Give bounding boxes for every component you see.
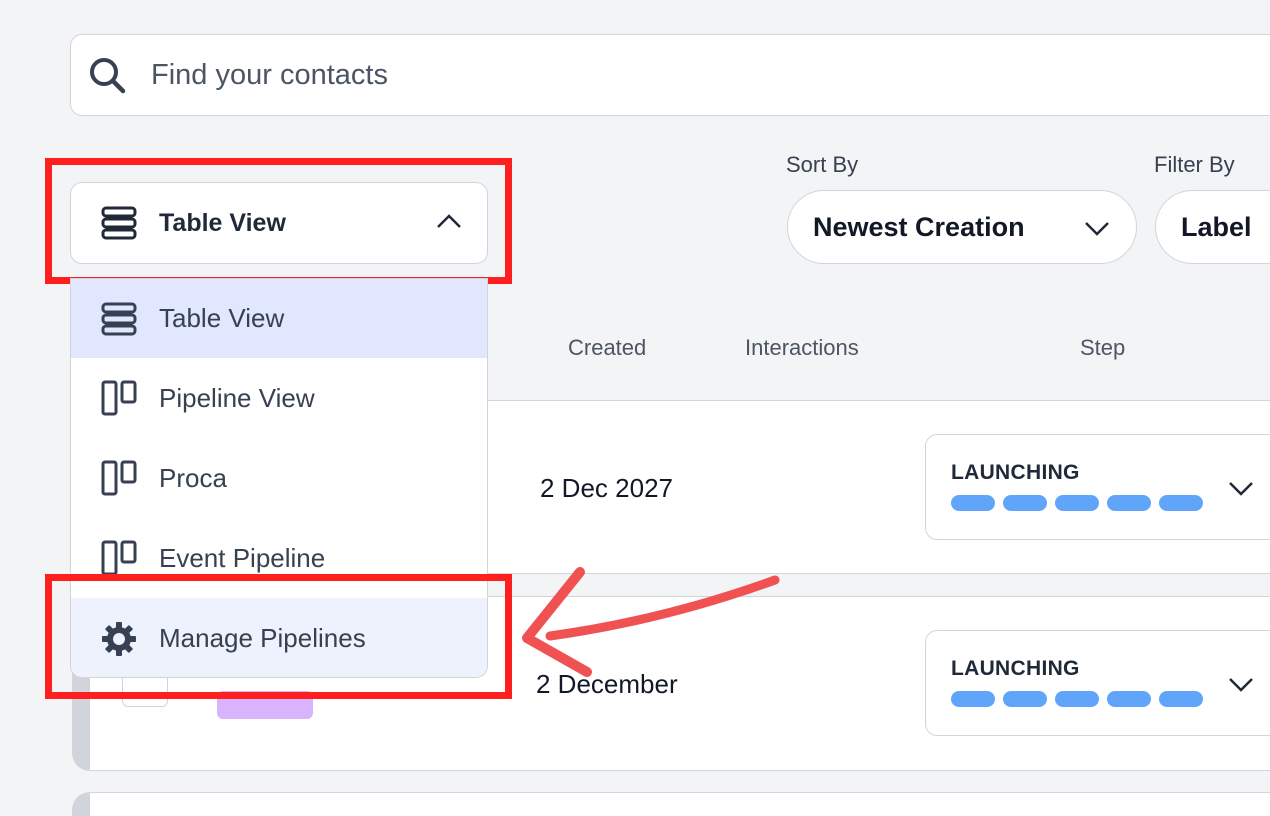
filter-value: Label <box>1181 211 1252 242</box>
created-date: 2 Dec 2027 <box>540 473 673 503</box>
sort-by-label: Sort By <box>786 152 859 177</box>
chevron-down-icon <box>1229 482 1253 496</box>
annotation-box-manage-pipelines <box>45 574 512 699</box>
columns-icon <box>101 540 137 576</box>
menu-item-label: Pipeline View <box>159 382 315 413</box>
chevron-down-icon <box>1085 222 1109 236</box>
filter-by-label: Filter By <box>1154 152 1235 177</box>
filter-dropdown[interactable]: Label <box>1155 190 1270 264</box>
columns-icon <box>101 380 137 416</box>
table-row[interactable] <box>72 792 1270 816</box>
sort-value: Newest Creation <box>813 211 1025 242</box>
view-selector-label: Table View <box>159 208 286 237</box>
sort-dropdown[interactable]: Newest Creation <box>787 190 1137 264</box>
menu-item-table-view[interactable]: Table View <box>71 279 487 358</box>
view-menu: Table View Pipeline View Proca Event Pip… <box>70 278 488 678</box>
search-input[interactable]: Find your contacts <box>151 58 388 91</box>
menu-item-label: Table View <box>159 303 285 333</box>
table-rows-icon <box>101 206 137 240</box>
column-header-created[interactable]: Created <box>568 335 647 360</box>
menu-item-label: Event Pipeline <box>159 542 326 573</box>
menu-item-label: Manage Pipelines <box>159 623 366 653</box>
search-icon <box>90 58 126 94</box>
column-header-interactions[interactable]: Interactions <box>745 335 859 360</box>
step-progress <box>951 495 1270 511</box>
menu-item-event-pipeline[interactable]: Event Pipeline <box>71 518 487 598</box>
step-dropdown[interactable]: LAUNCHING <box>925 630 1270 736</box>
menu-item-label: Proca <box>159 462 227 493</box>
step-dropdown[interactable]: LAUNCHING <box>925 434 1270 540</box>
annotation-arrow <box>522 567 780 677</box>
column-header-step[interactable]: Step <box>1080 335 1126 360</box>
step-label: LAUNCHING <box>951 657 1080 680</box>
step-label: LAUNCHING <box>951 461 1080 484</box>
chevron-down-icon <box>1229 678 1253 692</box>
columns-icon <box>101 460 137 496</box>
menu-item-manage-pipelines[interactable]: Manage Pipelines <box>71 598 487 677</box>
created-date: 2 December <box>536 669 678 699</box>
chevron-up-icon <box>437 214 461 228</box>
gear-icon <box>102 621 136 656</box>
table-rows-icon <box>101 302 137 335</box>
search-bar[interactable]: Find your contacts <box>70 34 1270 116</box>
step-progress <box>951 691 1270 707</box>
menu-item-pipeline-view[interactable]: Pipeline View <box>71 358 487 438</box>
view-selector-button[interactable]: Table View <box>70 182 488 264</box>
menu-item-proca[interactable]: Proca <box>71 438 487 518</box>
